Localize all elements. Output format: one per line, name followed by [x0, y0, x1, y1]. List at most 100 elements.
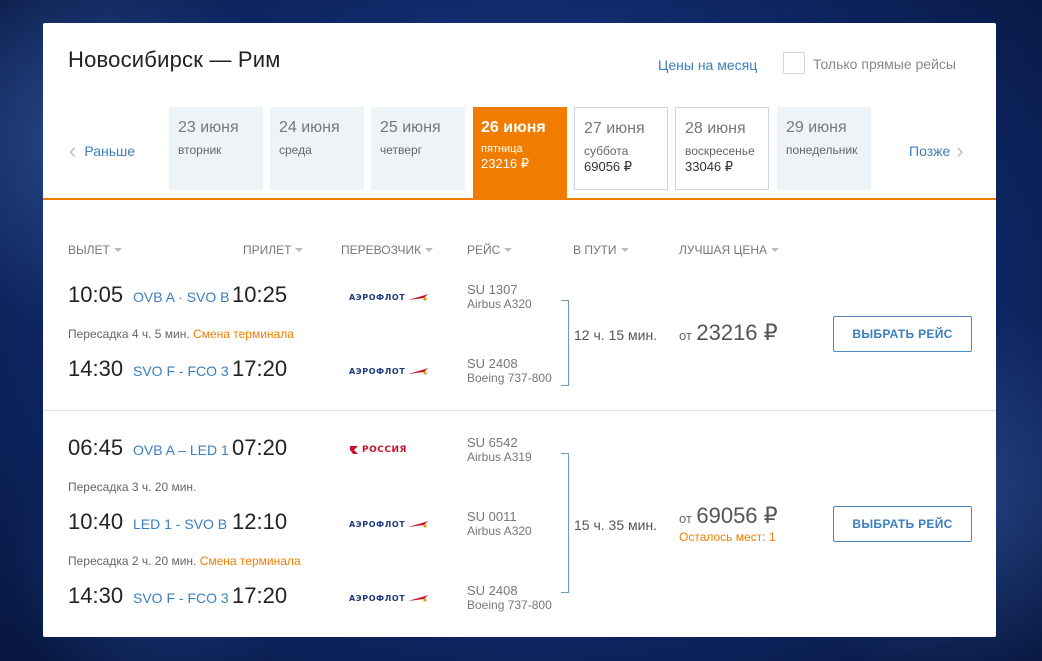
flight-number: SU 6542 [467, 435, 518, 450]
month-prices-link[interactable]: Цены на месяц [658, 57, 758, 73]
price-value: 69056 ₽ [696, 503, 778, 528]
aircraft-type: Boeing 737-800 [467, 598, 552, 612]
aeroflot-wing-icon [408, 594, 429, 602]
date-tab-25[interactable]: 25 июня четверг [371, 107, 465, 190]
price-prefix: от [679, 328, 692, 343]
layover-duration: Пересадка 2 ч. 20 мин. [68, 554, 197, 568]
arrival-time: 17:20 [232, 356, 288, 381]
itinerary-bracket [561, 300, 569, 386]
layover-duration: Пересадка 3 ч. 20 мин. [68, 480, 197, 494]
airline-name: РОССИЯ [362, 445, 407, 455]
route-airports: SVO F - FCO 3 [133, 590, 229, 606]
flight-results-card: Новосибирск — Рим Цены на месяц Только п… [43, 23, 996, 637]
price-value: 23216 ₽ [696, 320, 778, 345]
date-tab-weekday: вторник [178, 143, 222, 157]
caret-down-icon [504, 248, 513, 252]
airline-logo: АЭРОФЛОТ [349, 520, 429, 529]
aircraft-type: Airbus A319 [467, 450, 532, 464]
seats-left-warning: Осталось мест: 1 [679, 530, 776, 544]
direct-only-label[interactable]: Только прямые рейсы [813, 56, 956, 72]
flight-info: SU 2408 Boeing 737-800 [467, 583, 552, 613]
date-tab-28[interactable]: 28 июня воскресенье 33046 ₽ [675, 107, 769, 190]
next-dates-label: Позже [909, 143, 951, 159]
page-title: Новосибирск — Рим [68, 47, 281, 72]
departure-time: 10:05 [68, 282, 124, 307]
date-tab-weekday: четверг [380, 143, 422, 157]
departure-time: 14:30 [68, 583, 124, 608]
prev-dates-label: Раньше [84, 143, 136, 159]
aircraft-type: Airbus A320 [467, 297, 532, 311]
route-airports: OVB A – LED 1 [133, 442, 229, 458]
total-duration: 15 ч. 35 мин. [574, 517, 658, 533]
rossiya-mark-icon [350, 446, 358, 454]
caret-down-icon [425, 248, 434, 252]
caret-down-icon [620, 248, 629, 252]
flight-number: SU 0011 [467, 509, 517, 524]
prev-dates-button[interactable]: ‹ Раньше [69, 138, 136, 163]
date-tab-date: 27 июня [584, 120, 645, 137]
aircraft-type: Boeing 737-800 [467, 371, 552, 385]
flight-number: SU 2408 [467, 356, 518, 371]
sort-duration[interactable]: В ПУТИ [573, 243, 629, 257]
route-airports: LED 1 - SVO B [133, 516, 228, 532]
total-duration: 12 ч. 15 мин. [574, 327, 658, 343]
date-tab-23[interactable]: 23 июня вторник [169, 107, 263, 190]
aeroflot-wing-icon [408, 367, 429, 375]
flight-number: SU 1307 [467, 282, 518, 297]
select-flight-button[interactable]: ВЫБРАТЬ РЕЙС [833, 316, 972, 352]
column-header-label: ЛУЧШАЯ ЦЕНА [679, 243, 768, 257]
date-tab-27[interactable]: 27 июня суббота 69056 ₽ [574, 107, 668, 190]
flight-info: SU 0011 Airbus A320 [467, 509, 532, 539]
date-tab-date: 23 июня [178, 119, 239, 136]
sort-arrival[interactable]: ПРИЛЕТ [243, 243, 304, 257]
flight-number: SU 2408 [467, 583, 518, 598]
airline-logo: РОССИЯ [349, 445, 407, 455]
departure-time: 06:45 [68, 435, 124, 460]
terminal-change-warning: Смена терминала [199, 554, 301, 568]
direct-only-checkbox[interactable] [783, 52, 805, 74]
layover-info: Пересадка 4 ч. 5 мин. Смена терминала [68, 327, 294, 341]
column-header-label: В ПУТИ [573, 243, 617, 257]
date-tab-weekday: среда [279, 143, 312, 157]
airline-logo: АЭРОФЛОТ [349, 594, 429, 603]
airline-logo: АЭРОФЛОТ [349, 293, 429, 302]
chevron-left-icon: ‹ [69, 138, 77, 163]
route-airports: OVB A · SVO B [133, 289, 230, 305]
airline-logo: АЭРОФЛОТ [349, 367, 429, 376]
price-prefix: от [679, 511, 692, 526]
date-tab-29[interactable]: 29 июня понедельник [777, 107, 871, 190]
sort-departure[interactable]: ВЫЛЕТ [68, 243, 122, 257]
next-dates-button[interactable]: Позже › [909, 140, 964, 162]
caret-down-icon [295, 248, 304, 252]
airline-name: АЭРОФЛОТ [349, 367, 406, 376]
aeroflot-wing-icon [408, 520, 429, 528]
arrival-time: 12:10 [232, 509, 288, 534]
layover-info: Пересадка 3 ч. 20 мин. [68, 480, 196, 494]
sort-best-price[interactable]: ЛУЧШАЯ ЦЕНА [679, 243, 780, 257]
result-divider [43, 410, 996, 411]
column-header-label: ВЫЛЕТ [68, 243, 110, 257]
date-tab-date: 26 июня [481, 119, 546, 136]
sort-flight[interactable]: РЕЙС [467, 243, 513, 257]
airline-name: АЭРОФЛОТ [349, 293, 406, 302]
date-nav-underline [43, 198, 996, 200]
departure-time: 10:40 [68, 509, 124, 534]
date-tab-24[interactable]: 24 июня среда [270, 107, 364, 190]
sort-carrier[interactable]: ПЕРЕВОЗЧИК [341, 243, 434, 257]
date-tab-price: 69056 ₽ [584, 159, 633, 174]
date-tab-26-selected[interactable]: 26 июня пятница 23216 ₽ [473, 107, 567, 199]
date-tab-date: 24 июня [279, 119, 340, 136]
aircraft-type: Airbus A320 [467, 524, 532, 538]
select-flight-button[interactable]: ВЫБРАТЬ РЕЙС [833, 506, 972, 542]
terminal-change-warning: Смена терминала [193, 327, 294, 341]
flight-info: SU 1307 Airbus A320 [467, 282, 532, 312]
column-header-label: ПРИЛЕТ [243, 243, 292, 257]
route-airports: SVO F - FCO 3 [133, 363, 229, 379]
best-price: от 69056 ₽ [679, 503, 778, 529]
date-tab-weekday: воскресенье [685, 144, 755, 158]
layover-duration: Пересадка 4 ч. 5 мин. [68, 327, 190, 341]
date-tab-weekday: пятница [481, 143, 523, 155]
column-header-label: ПЕРЕВОЗЧИК [341, 243, 422, 257]
caret-down-icon [771, 248, 780, 252]
departure-time: 14:30 [68, 356, 124, 381]
